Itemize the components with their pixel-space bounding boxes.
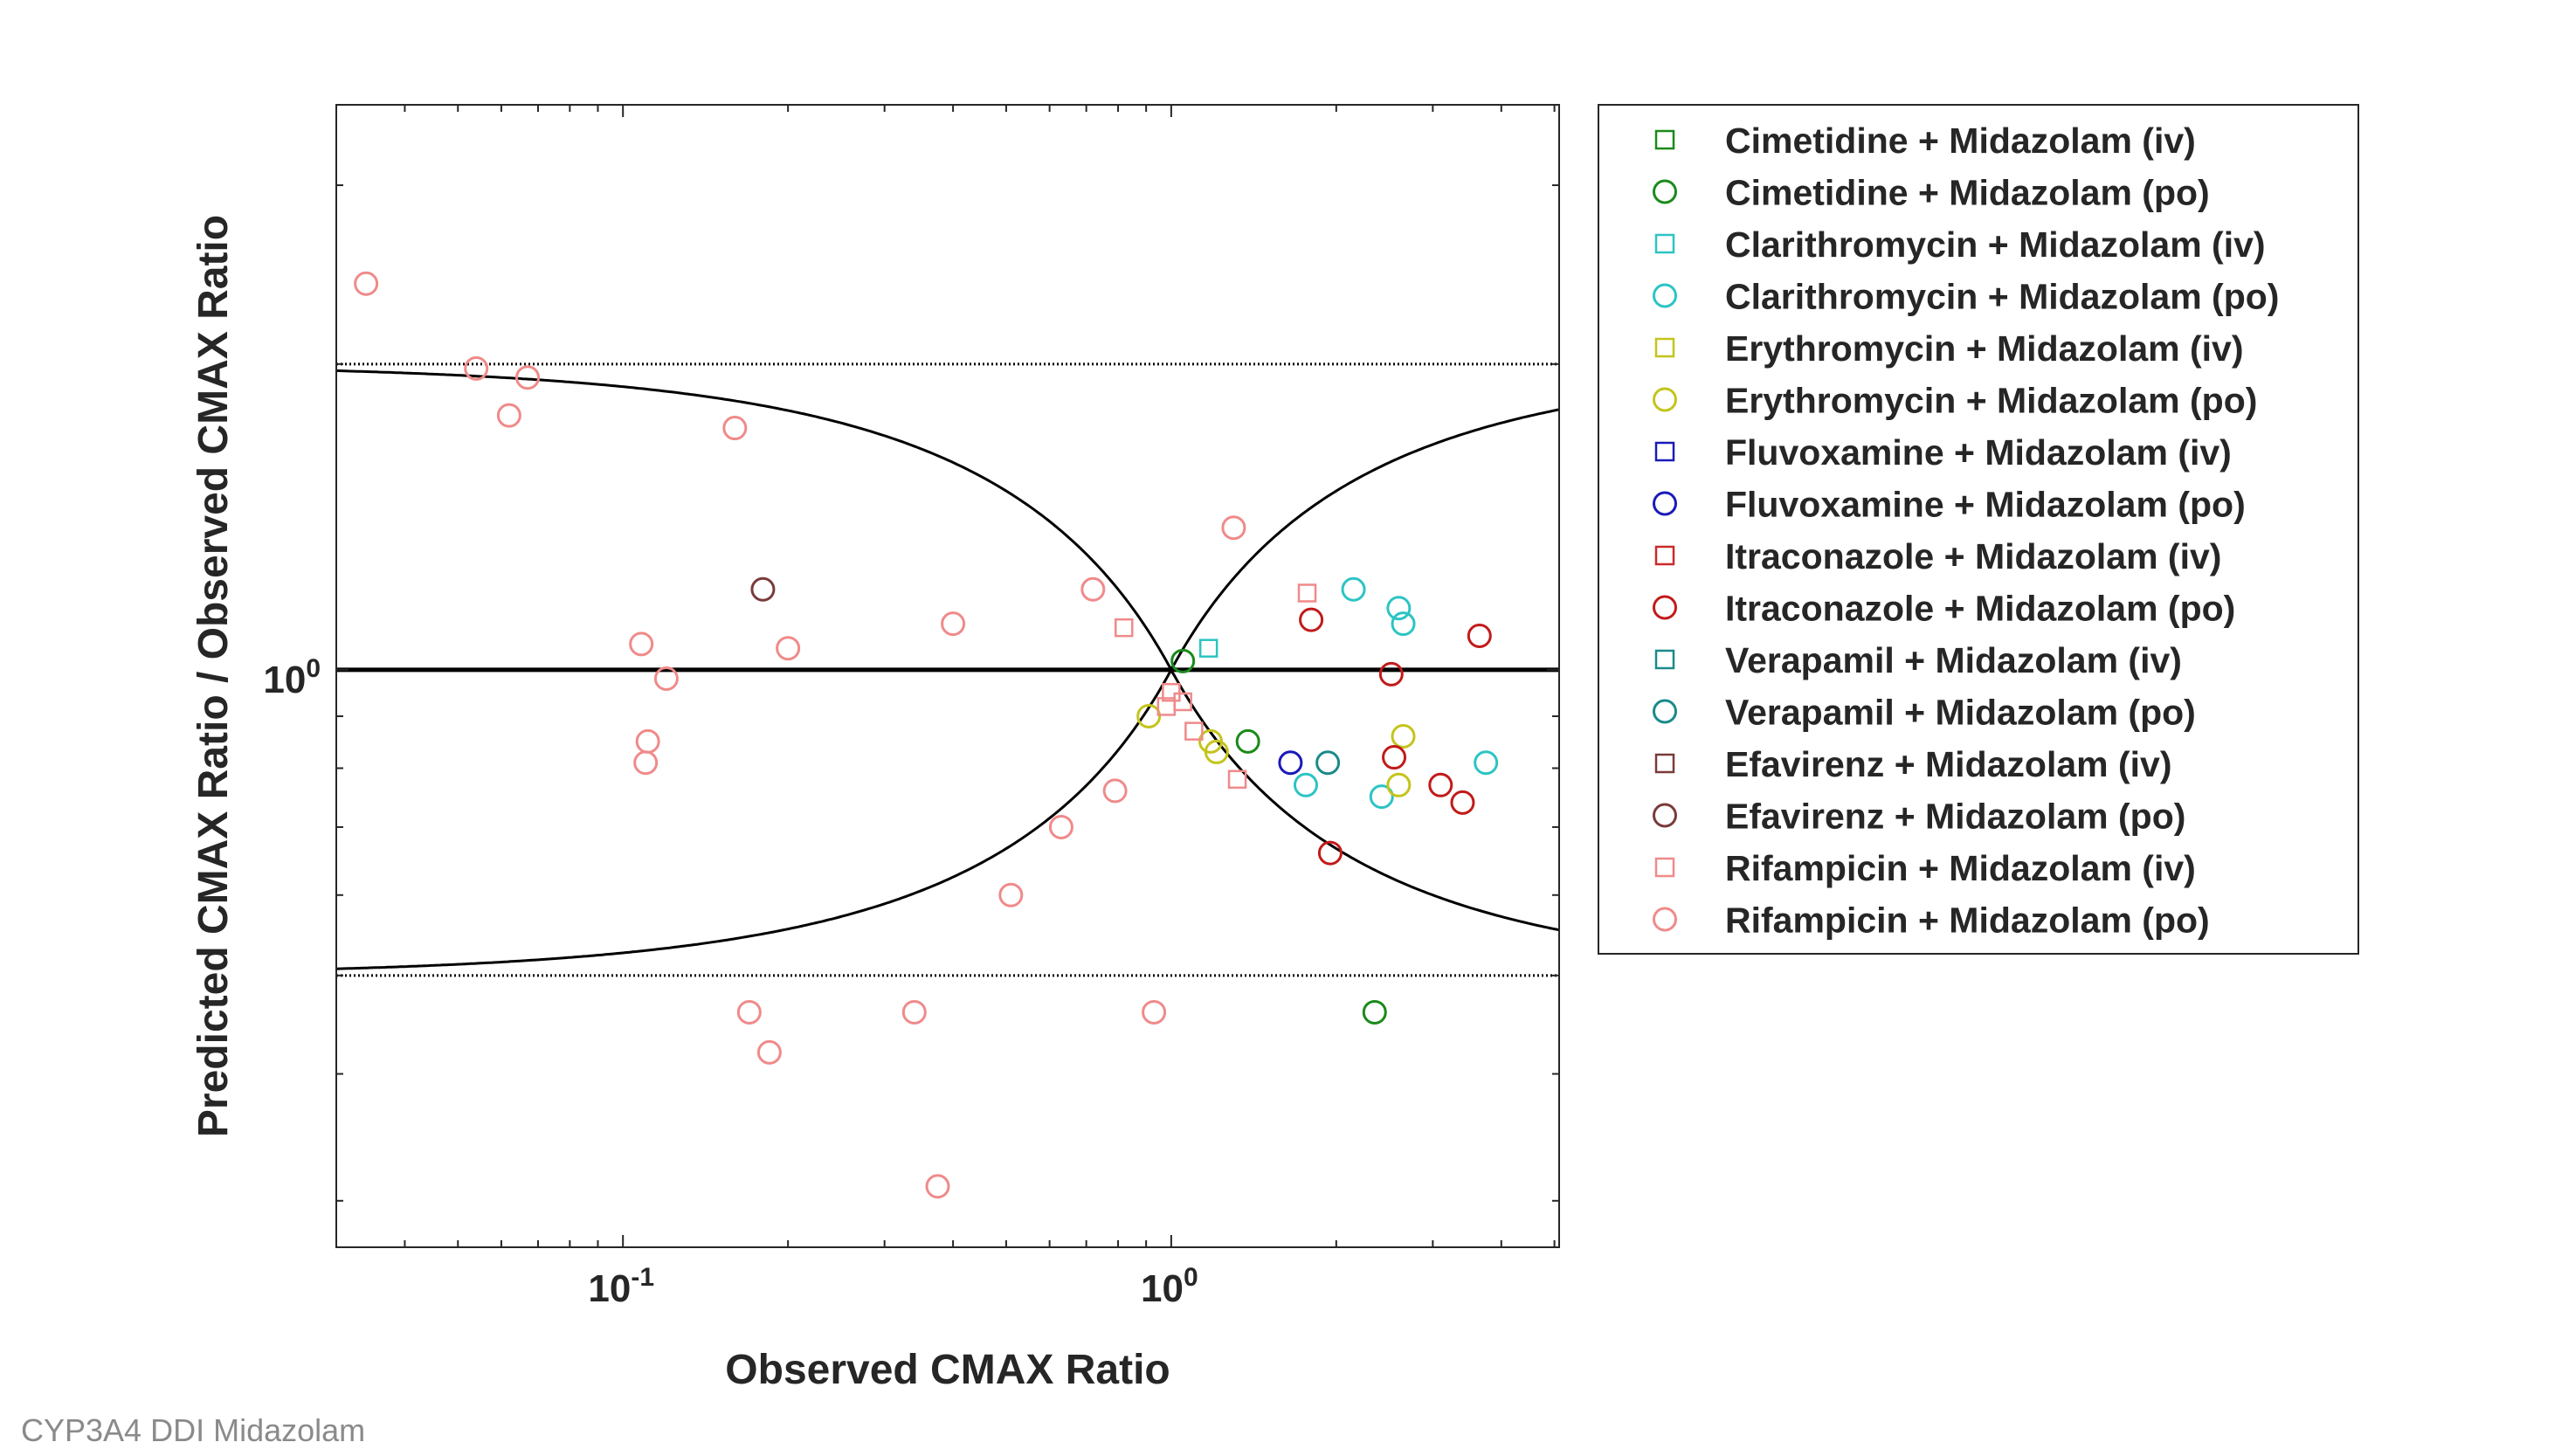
legend-label: Verapamil + Midazolam (po) bbox=[1725, 693, 2196, 733]
legend-marker-circle bbox=[1653, 387, 1677, 412]
legend-marker-circle bbox=[1653, 803, 1677, 828]
plot-frame bbox=[335, 104, 1560, 1248]
legend-label: Rifampicin + Midazolam (po) bbox=[1725, 901, 2210, 941]
legend-label: Clarithromycin + Midazolam (iv) bbox=[1725, 224, 2266, 265]
legend-marker-circle bbox=[1653, 595, 1677, 620]
legend-marker-circle bbox=[1653, 283, 1677, 308]
data-point-circle bbox=[1221, 515, 1246, 541]
data-point-circle bbox=[1136, 704, 1162, 729]
legend-marker-square bbox=[1654, 753, 1675, 774]
data-point-circle bbox=[736, 999, 762, 1025]
legend-marker-circle bbox=[1653, 699, 1677, 724]
legend-label: Cimetidine + Midazolam (iv) bbox=[1725, 121, 2196, 161]
legend-marker-square bbox=[1654, 337, 1675, 358]
data-point-circle bbox=[1102, 778, 1128, 804]
data-point-circle bbox=[1378, 661, 1404, 687]
data-point-square bbox=[1115, 618, 1134, 638]
data-point-circle bbox=[901, 999, 927, 1025]
data-point-circle bbox=[635, 728, 660, 754]
legend-label: Fluvoxamine + Midazolam (po) bbox=[1725, 485, 2246, 525]
data-point-circle bbox=[1341, 576, 1366, 602]
data-point-circle bbox=[633, 750, 659, 776]
data-point-circle bbox=[1386, 772, 1412, 797]
data-point-circle bbox=[1235, 728, 1260, 754]
data-point-square bbox=[1198, 638, 1218, 658]
footer-caption: CYP3A4 DDI Midazolam bbox=[21, 1412, 366, 1448]
legend-label: Itraconazole + Midazolam (iv) bbox=[1725, 536, 2221, 576]
data-point-circle bbox=[1080, 576, 1106, 602]
data-point-circle bbox=[1450, 790, 1475, 815]
data-point-circle bbox=[1474, 750, 1499, 776]
data-point-circle bbox=[776, 636, 801, 661]
data-point-circle bbox=[464, 355, 489, 381]
legend-label: Clarithromycin + Midazolam (po) bbox=[1725, 277, 2279, 317]
legend-label: Verapamil + Midazolam (iv) bbox=[1725, 640, 2182, 680]
data-point-circle bbox=[925, 1174, 950, 1199]
data-point-circle bbox=[354, 271, 379, 296]
data-point-circle bbox=[1428, 772, 1453, 797]
data-point-circle bbox=[750, 576, 776, 602]
data-point-circle bbox=[1299, 607, 1324, 632]
y-axis-label: Predicted CMAX Ratio / Observed CMAX Rat… bbox=[190, 215, 237, 1137]
data-point-circle bbox=[496, 403, 521, 428]
legend-marker-square bbox=[1654, 441, 1675, 462]
legend-label: Efavirenz + Midazolam (po) bbox=[1725, 797, 2185, 837]
data-points bbox=[354, 271, 1499, 1199]
legend-label: Fluvoxamine + Midazolam (iv) bbox=[1725, 432, 2232, 473]
legend-marker-square bbox=[1654, 649, 1675, 670]
data-point-circle bbox=[1317, 840, 1343, 866]
legend: Cimetidine + Midazolam (iv) Cimetidine + … bbox=[1653, 121, 2279, 941]
x-tick-label: 10-1 bbox=[588, 1263, 654, 1310]
data-point-circle bbox=[756, 1039, 782, 1065]
reference-lines bbox=[336, 362, 1559, 977]
legend-marker-square bbox=[1654, 545, 1675, 566]
data-point-circle bbox=[1293, 772, 1318, 797]
legend-label: Cimetidine + Midazolam (po) bbox=[1725, 173, 2210, 213]
data-point-circle bbox=[722, 416, 748, 441]
data-point-circle bbox=[653, 666, 679, 692]
legend-marker-circle bbox=[1653, 491, 1677, 516]
data-point-circle bbox=[1386, 596, 1412, 621]
data-point-square bbox=[1184, 721, 1204, 741]
data-point-circle bbox=[1048, 814, 1073, 839]
legend-marker-square bbox=[1654, 857, 1675, 878]
legend-label: Rifampicin + Midazolam (iv) bbox=[1725, 848, 2196, 888]
axis-ticks bbox=[335, 105, 1559, 1247]
data-point-circle bbox=[515, 365, 541, 390]
x-tick-label: 100 bbox=[1141, 1263, 1198, 1310]
data-point-circle bbox=[1315, 750, 1341, 776]
data-point-circle bbox=[1170, 648, 1196, 673]
data-point-circle bbox=[1278, 750, 1303, 776]
legend-label: Erythromycin + Midazolam (iv) bbox=[1725, 328, 2244, 369]
y-tick-label: 100 bbox=[263, 654, 321, 701]
legend-marker-square bbox=[1654, 129, 1675, 150]
data-point-circle bbox=[629, 631, 654, 657]
data-point-circle bbox=[1204, 739, 1229, 764]
upper-limit-curve bbox=[336, 369, 1559, 672]
data-point-circle bbox=[998, 882, 1024, 907]
legend-label: Erythromycin + Midazolam (po) bbox=[1725, 381, 2257, 421]
data-point-circle bbox=[941, 611, 966, 637]
data-point-circle bbox=[1369, 784, 1394, 810]
data-point-circle bbox=[1362, 999, 1387, 1025]
data-point-square bbox=[1297, 583, 1317, 603]
legend-box bbox=[1598, 104, 2359, 955]
data-point-square bbox=[1156, 697, 1177, 716]
data-point-circle bbox=[1142, 999, 1167, 1025]
data-point-square bbox=[1227, 769, 1247, 790]
legend-marker-circle bbox=[1653, 179, 1677, 204]
x-axis-label: Observed CMAX Ratio bbox=[725, 1347, 1170, 1393]
tick-labels: 10-1 100 100 bbox=[263, 654, 1198, 1310]
legend-label: Itraconazole + Midazolam (po) bbox=[1725, 589, 2235, 629]
data-point-circle bbox=[1382, 745, 1407, 770]
legend-label: Efavirenz + Midazolam (iv) bbox=[1725, 744, 2172, 784]
legend-marker-square bbox=[1654, 233, 1675, 254]
data-point-circle bbox=[1391, 611, 1416, 637]
data-point-circle bbox=[1467, 623, 1492, 648]
data-point-circle bbox=[1391, 723, 1416, 749]
legend-marker-circle bbox=[1653, 907, 1677, 932]
lower-limit-curve bbox=[336, 667, 1559, 970]
